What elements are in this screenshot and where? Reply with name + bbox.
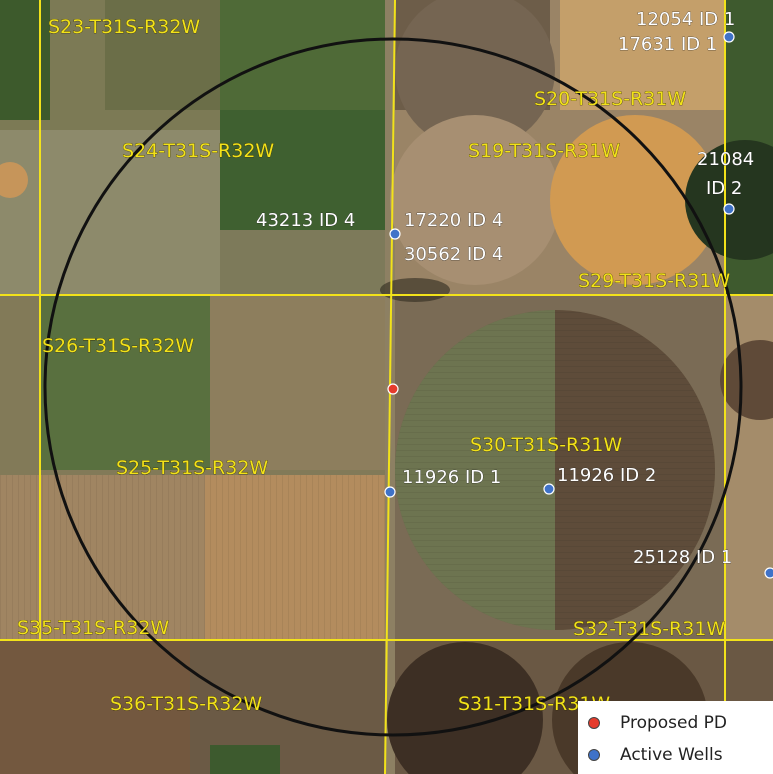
blue-dot-icon [588, 749, 600, 761]
legend-item-active: Active Wells [588, 739, 773, 771]
legend-label: Proposed PD [620, 713, 728, 733]
legend-item-proposed: Proposed PD [588, 707, 773, 739]
legend-label: Active Wells [620, 745, 723, 765]
map-legend: Proposed PD Active Wells [578, 701, 773, 774]
red-dot-icon [588, 717, 600, 729]
